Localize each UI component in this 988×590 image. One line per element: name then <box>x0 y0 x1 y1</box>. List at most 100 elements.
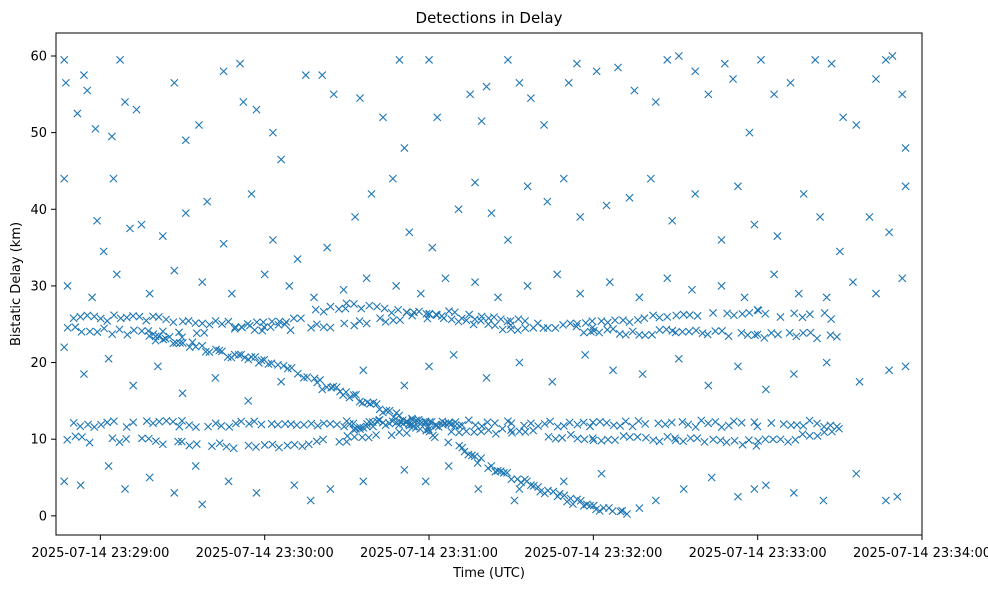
detection-point <box>158 232 167 241</box>
detection-point <box>792 420 801 429</box>
detection-point <box>329 90 338 99</box>
detection-point <box>603 435 612 444</box>
detection-point <box>805 416 814 425</box>
detection-point <box>137 327 146 335</box>
detection-point <box>784 437 793 446</box>
detection-point <box>319 435 328 444</box>
detection-point <box>104 462 113 471</box>
detection-point <box>287 363 296 372</box>
detection-point <box>471 278 480 287</box>
detection-point <box>663 55 672 64</box>
detection-point <box>717 423 726 432</box>
detection-point <box>252 105 261 114</box>
detection-point <box>709 435 718 444</box>
detection-point <box>60 174 69 183</box>
detection-point <box>467 451 476 460</box>
detection-point <box>367 189 376 198</box>
detection-point <box>477 454 486 463</box>
detection-point <box>521 428 530 437</box>
detection-point <box>737 418 746 427</box>
detection-point <box>761 385 770 394</box>
detection-point <box>340 422 349 431</box>
detection-point <box>352 390 360 399</box>
detection-point <box>326 323 335 332</box>
plot-frame <box>55 32 923 536</box>
detection-point <box>110 311 119 320</box>
detection-point <box>365 301 374 310</box>
detection-point <box>835 247 844 256</box>
detection-point <box>649 311 658 320</box>
detection-point <box>484 426 493 435</box>
detection-point <box>470 315 479 324</box>
detection-point <box>635 504 644 513</box>
detection-point <box>137 220 146 229</box>
detection-point <box>422 309 431 318</box>
detection-point <box>79 370 88 379</box>
detection-point <box>852 469 861 478</box>
detection-point <box>634 416 643 425</box>
detection-point <box>112 270 121 279</box>
detection-point <box>203 197 212 206</box>
detection-point <box>293 255 302 264</box>
detection-point <box>515 78 524 87</box>
detection-point <box>616 421 625 430</box>
detection-point <box>169 318 178 327</box>
detection-point <box>259 318 268 327</box>
detection-point <box>207 442 216 451</box>
detection-point <box>767 328 776 337</box>
detection-point <box>356 94 364 103</box>
detection-point <box>176 338 185 347</box>
detection-point <box>236 59 245 68</box>
x-tick-label: 2025-07-14 23:33:00 <box>689 546 827 561</box>
detection-point <box>822 358 831 367</box>
detection-point <box>740 293 749 302</box>
detection-point <box>674 52 683 60</box>
detection-point <box>635 293 644 302</box>
detection-point <box>245 321 254 330</box>
detection-point <box>529 323 538 332</box>
detection-point <box>224 317 233 326</box>
detection-point <box>514 315 523 324</box>
detection-point <box>663 312 672 321</box>
detection-point <box>477 117 486 126</box>
detection-point <box>96 314 105 323</box>
detection-point <box>376 314 385 323</box>
detection-point <box>116 55 125 64</box>
detection-point <box>334 305 343 314</box>
detection-point <box>521 324 530 333</box>
detection-point <box>798 430 807 439</box>
y-tick-label: 20 <box>30 356 47 371</box>
detection-point <box>91 124 100 133</box>
detection-point <box>198 319 207 328</box>
detection-point <box>756 55 765 64</box>
detection-point <box>655 437 664 446</box>
detection-point <box>672 311 681 320</box>
detection-point <box>693 434 702 443</box>
detection-point <box>543 323 552 332</box>
detection-point <box>819 496 828 505</box>
detection-point <box>826 421 835 430</box>
detection-point <box>813 431 822 440</box>
detection-point <box>211 419 220 428</box>
detection-point <box>553 270 562 279</box>
detection-point <box>888 52 897 60</box>
detection-point <box>260 270 269 279</box>
detection-point <box>723 309 732 318</box>
detection-point <box>279 361 288 370</box>
x-tick-label: 2025-07-14 23:32:00 <box>524 546 662 561</box>
detection-point <box>507 426 516 435</box>
detection-point <box>71 432 80 441</box>
detection-point <box>88 293 97 302</box>
detection-point <box>576 496 585 505</box>
detection-point <box>503 235 512 244</box>
detection-point <box>372 430 381 439</box>
detection-point <box>244 441 253 450</box>
detection-point <box>559 421 568 430</box>
detection-point <box>97 420 106 429</box>
detection-point <box>84 420 93 429</box>
detection-point <box>319 419 328 428</box>
detection-point <box>628 327 637 336</box>
detection-point <box>544 432 553 441</box>
detection-point <box>78 433 86 441</box>
